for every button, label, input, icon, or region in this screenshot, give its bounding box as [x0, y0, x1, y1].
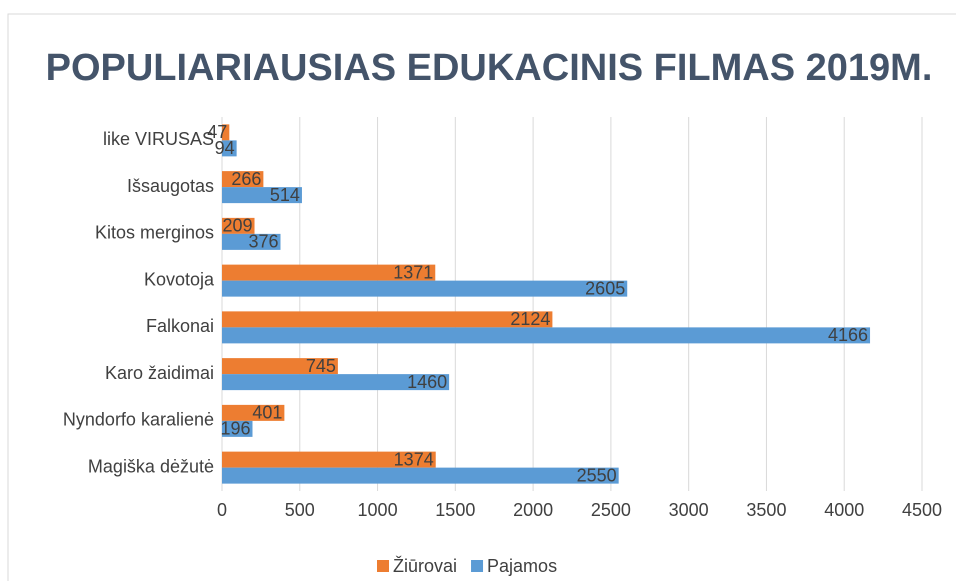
- x-tick-label: 4000: [824, 500, 864, 520]
- x-tick-label: 1000: [358, 500, 398, 520]
- bar: [222, 187, 302, 204]
- bar: [222, 404, 285, 421]
- bar: [222, 217, 255, 234]
- y-tick-label: Kitos merginos: [95, 223, 214, 243]
- x-tick-label: 2000: [513, 500, 553, 520]
- x-tick-label: 2500: [591, 500, 631, 520]
- x-tick-label: 0: [217, 500, 227, 520]
- data-label: 401: [252, 403, 282, 423]
- bar: [222, 140, 237, 157]
- data-label: 745: [306, 356, 336, 376]
- x-tick-label: 500: [285, 500, 315, 520]
- data-label: 47: [207, 122, 227, 142]
- y-tick-label: Išsaugotas: [127, 176, 214, 196]
- data-label: 2550: [577, 465, 617, 485]
- legend-label: Žiūrovai: [393, 556, 457, 576]
- legend-label: Pajamos: [487, 556, 557, 576]
- bar: [222, 124, 230, 141]
- bar: [222, 467, 619, 484]
- chart-title: POPULIARIAUSIAS EDUKACINIS FILMAS 2019M.: [46, 47, 933, 89]
- data-label: 94: [215, 138, 235, 158]
- bar: [222, 374, 450, 391]
- bar: [222, 358, 338, 375]
- data-label: 1371: [393, 262, 433, 282]
- data-label: 376: [248, 232, 278, 252]
- bar: [222, 264, 436, 281]
- bar: [222, 451, 436, 468]
- legend-swatch: [377, 560, 389, 572]
- bar: [222, 420, 253, 437]
- data-label: 209: [222, 216, 252, 236]
- x-tick-label: 1500: [435, 500, 475, 520]
- data-label: 514: [270, 185, 300, 205]
- data-label: 1460: [407, 372, 447, 392]
- data-label: 2124: [510, 309, 550, 329]
- y-tick-label: Nyndorfo karalienė: [63, 410, 214, 430]
- data-label: 196: [220, 419, 250, 439]
- y-tick-label: Magiška dėžutė: [88, 456, 214, 476]
- y-tick-label: Falkonai: [146, 316, 214, 336]
- y-tick-label: like VIRUSAS: [103, 129, 214, 149]
- bar: [222, 311, 553, 328]
- y-tick-label: Kovotoja: [144, 269, 215, 289]
- bar: [222, 171, 264, 188]
- data-label: 1374: [394, 449, 434, 469]
- bar: [222, 280, 628, 297]
- x-tick-label: 3500: [746, 500, 786, 520]
- chart-frame: [7, 13, 956, 581]
- y-tick-label: Karo žaidimai: [105, 363, 214, 383]
- bar: [222, 233, 281, 250]
- x-tick-label: 4500: [902, 500, 942, 520]
- data-label: 266: [231, 169, 261, 189]
- x-tick-label: 3000: [669, 500, 709, 520]
- legend-swatch: [471, 560, 484, 572]
- data-label: 4166: [828, 325, 868, 345]
- data-label: 2605: [585, 278, 625, 298]
- bar: [222, 327, 871, 344]
